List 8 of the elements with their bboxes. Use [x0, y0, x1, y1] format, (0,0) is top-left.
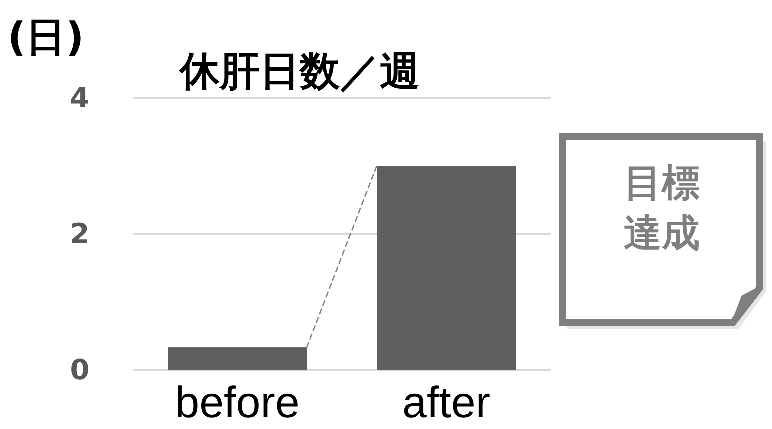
- x-tick-label: before: [175, 378, 300, 428]
- y-tick-label: 2: [70, 218, 90, 250]
- y-tick-label: 4: [70, 82, 90, 114]
- chart-title: 休肝日数／週: [178, 49, 420, 95]
- y-tick-label: 0: [70, 354, 90, 386]
- x-tick-label: after: [402, 378, 491, 428]
- y-axis-title: (日): [8, 15, 84, 61]
- text: 目標達成: [623, 160, 701, 257]
